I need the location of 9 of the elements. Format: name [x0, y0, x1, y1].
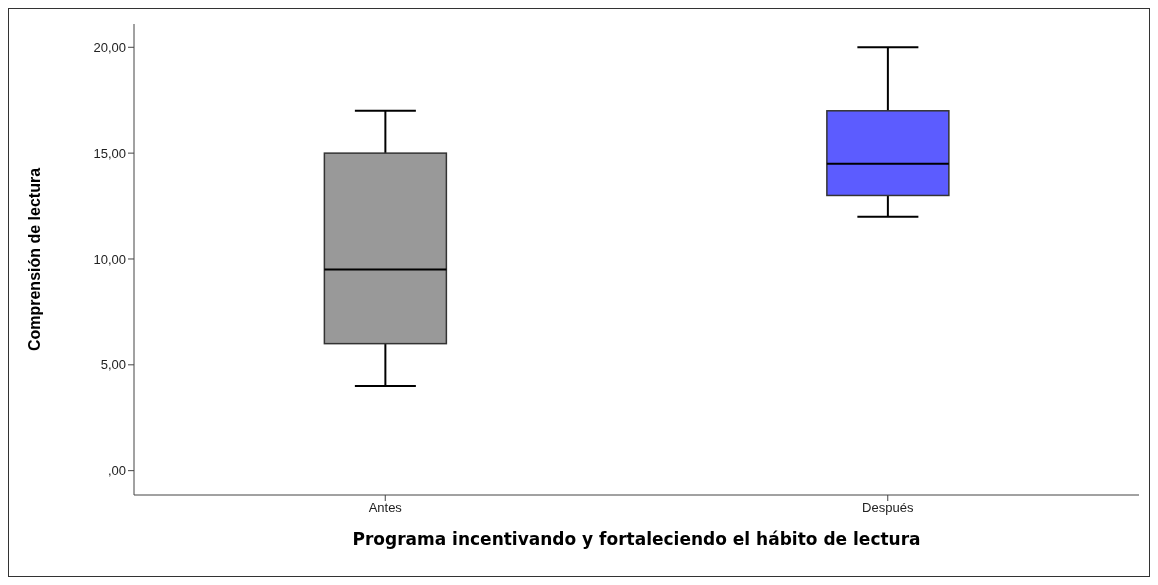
x-tick-label: Después: [862, 500, 914, 516]
x-axis-title: Programa incentivando y fortaleciendo el hábito de lectura: [352, 529, 921, 549]
y-axis-title: Comprensión de lectura: [25, 167, 43, 352]
y-tick-label: ,00: [107, 463, 126, 479]
y-tick-label: 5,00: [100, 357, 126, 373]
y-tick-label: 15,00: [93, 145, 126, 161]
x-tick-label: Antes: [368, 500, 403, 516]
y-tick-label: 10,00: [93, 251, 126, 267]
y-tick-label: 20,00: [93, 39, 126, 55]
